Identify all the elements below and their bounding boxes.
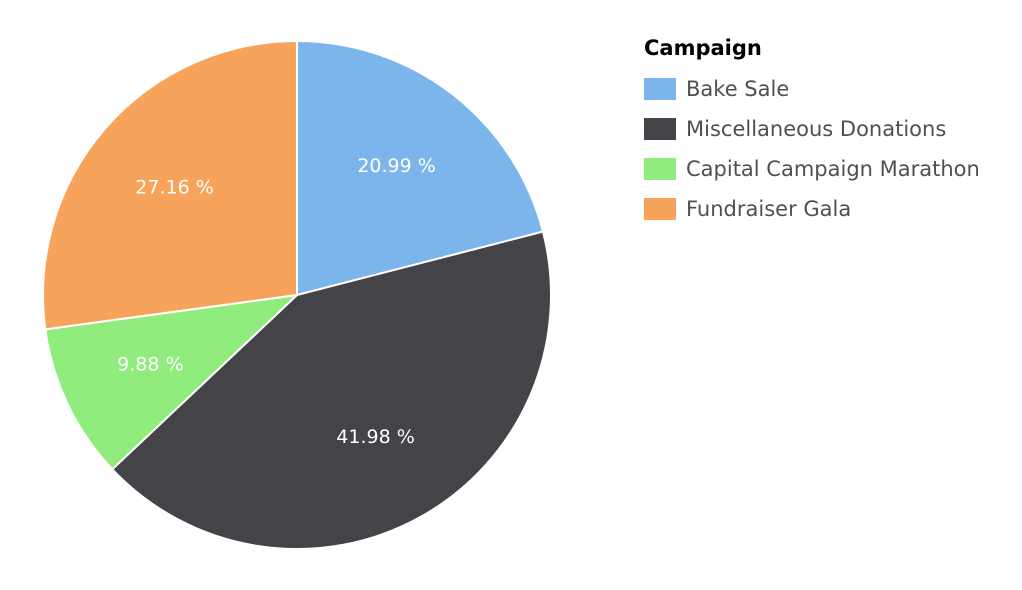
legend: Campaign Bake Sale Miscellaneous Donation… — [644, 34, 1014, 236]
pie-slice-bake-sale[interactable] — [296, 40, 544, 296]
legend-swatch — [644, 158, 676, 180]
legend-swatch — [644, 198, 676, 220]
pie-data-labels: 20.99 % 41.98 % 9.88 % 27.16 % — [117, 155, 436, 448]
pie-plot-area: 20.99 % 41.98 % 9.88 % 27.16 % — [42, 40, 552, 550]
legend-item-capital-campaign-marathon[interactable]: Capital Campaign Marathon — [644, 156, 1014, 182]
legend-label: Miscellaneous Donations — [686, 117, 947, 141]
legend-label: Fundraiser Gala — [686, 197, 852, 221]
pie-slice-capital-campaign-marathon[interactable] — [44, 294, 298, 471]
data-label-capital-campaign-marathon: 9.88 % — [117, 354, 183, 376]
data-label-miscellaneous-donations: 41.98 % — [336, 426, 415, 448]
pie-slices — [42, 40, 552, 550]
legend-title: Campaign — [644, 36, 762, 60]
pie-slice-fundraiser-gala[interactable] — [42, 40, 298, 331]
legend-label: Capital Campaign Marathon — [686, 157, 980, 181]
legend-item-miscellaneous-donations[interactable]: Miscellaneous Donations — [644, 116, 1014, 142]
legend-label: Bake Sale — [686, 77, 790, 101]
data-label-bake-sale: 20.99 % — [357, 155, 436, 177]
data-label-fundraiser-gala: 27.16 % — [135, 177, 214, 199]
legend-swatch — [644, 78, 676, 100]
legend-item-bake-sale[interactable]: Bake Sale — [644, 76, 1014, 102]
legend-item-fundraiser-gala[interactable]: Fundraiser Gala — [644, 196, 1014, 222]
legend-swatch — [644, 118, 676, 140]
legend-items: Bake Sale Miscellaneous Donations Capital … — [644, 76, 1014, 222]
pie-slice-miscellaneous-donations[interactable] — [111, 230, 552, 550]
